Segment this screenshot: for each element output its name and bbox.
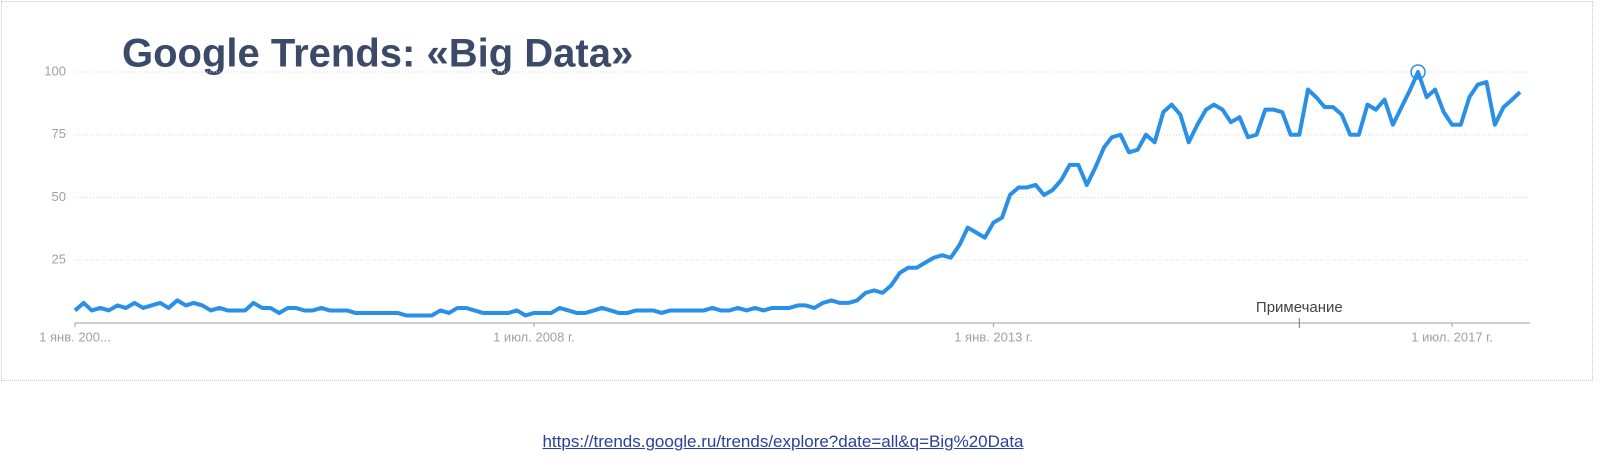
y-tick-label: 25 [52, 252, 66, 267]
chart-frame [1, 1, 1593, 381]
x-tick-label: 1 янв. 200... [39, 329, 111, 344]
y-tick-label: 50 [52, 189, 66, 204]
peak-marker [1410, 64, 1426, 80]
y-tick-label: 100 [44, 63, 66, 78]
x-tick-label: 1 янв. 2013 г. [954, 329, 1033, 344]
chart: Google Trends: «Big Data» 25 50 75 100 1 янв… [39, 32, 1530, 344]
trend-line [73, 70, 1522, 318]
x-tick-label: 1 июл. 2017 г. [1411, 329, 1493, 344]
annotation: Примечание [1256, 299, 1343, 316]
y-tick-label: 75 [52, 126, 66, 141]
chart-title: Google Trends: «Big Data» [122, 32, 633, 76]
source-link[interactable]: https://trends.google.ru/trends/explore?… [542, 432, 1024, 451]
x-tick-label: 1 июл. 2008 г. [493, 329, 575, 344]
